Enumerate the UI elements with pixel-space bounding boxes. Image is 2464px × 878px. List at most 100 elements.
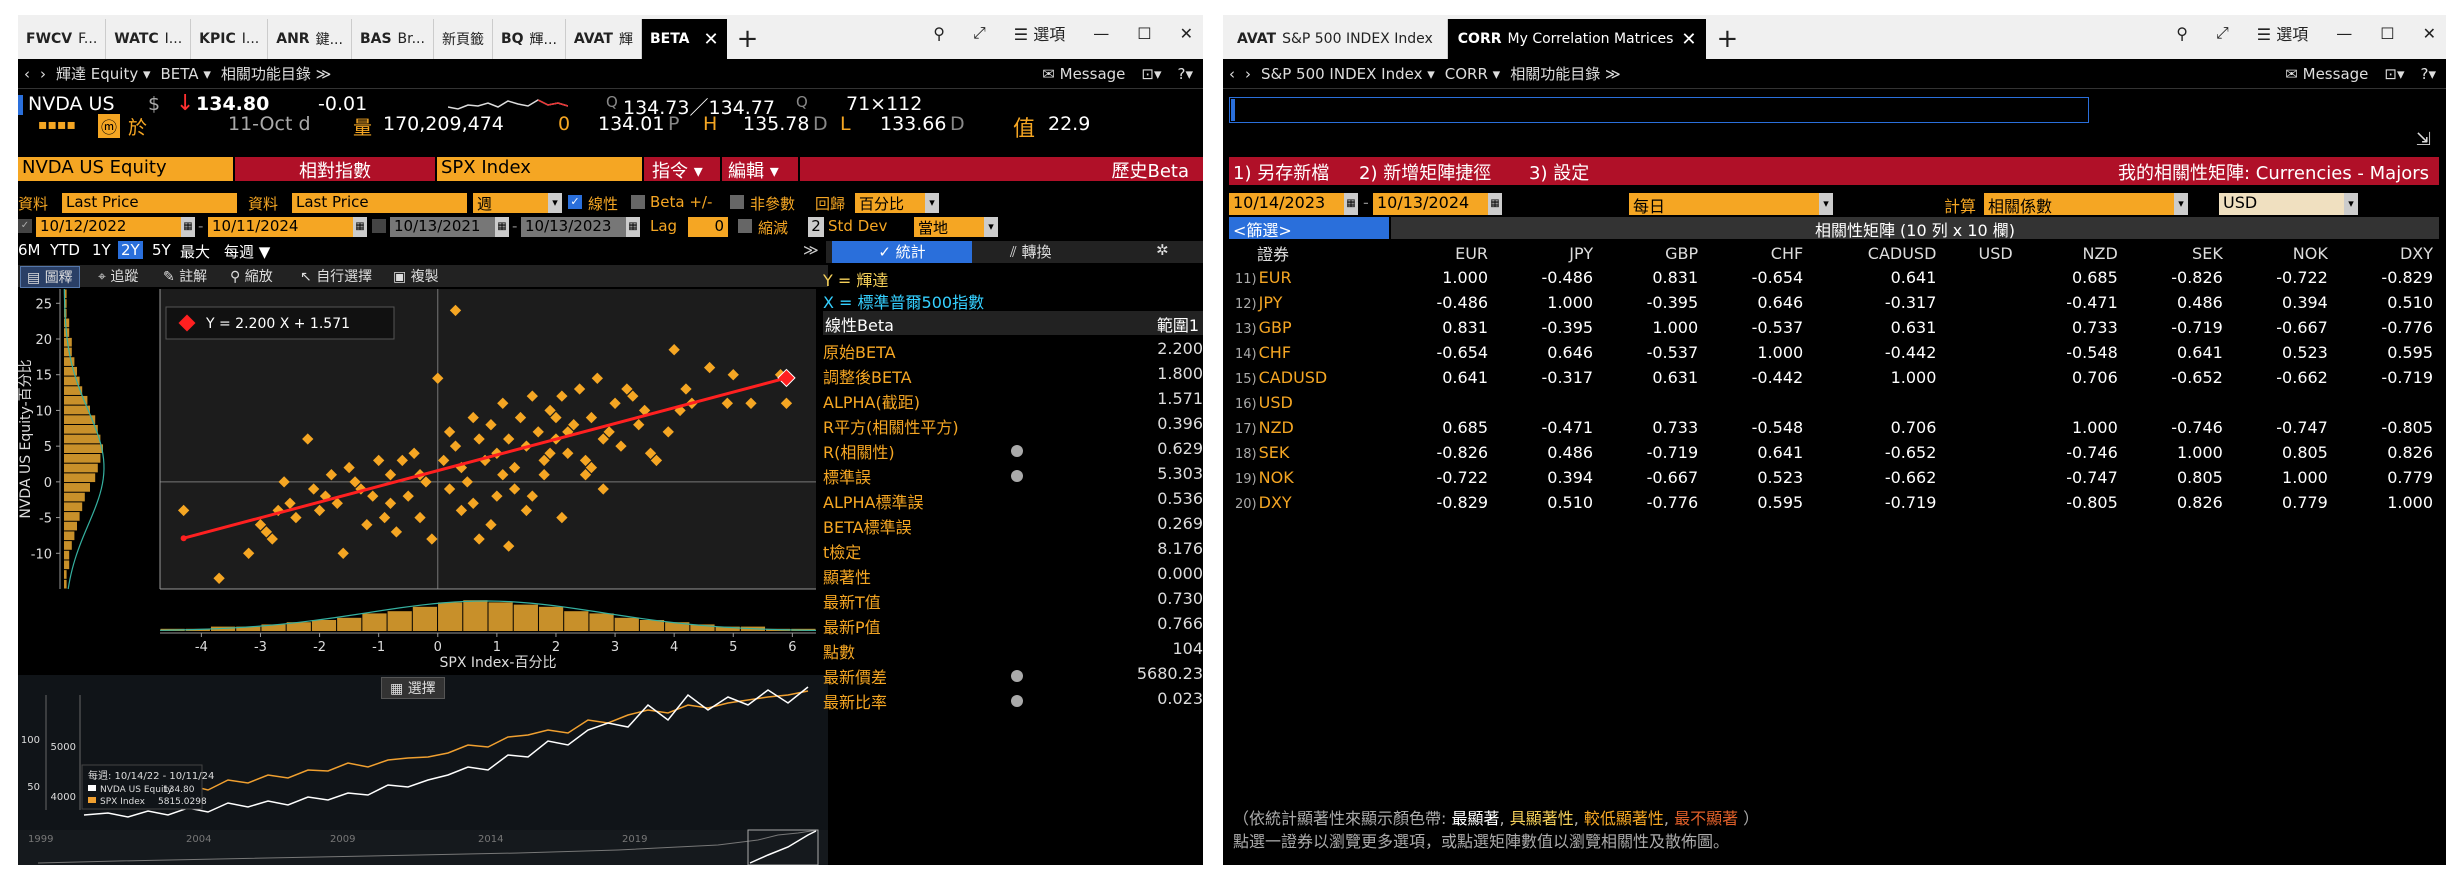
filter-button[interactable]: <篩選> bbox=[1229, 217, 1389, 240]
tab-bq[interactable]: BQ 輝... bbox=[493, 19, 566, 59]
info-icon[interactable] bbox=[1011, 470, 1023, 482]
matrix-cell[interactable] bbox=[2124, 390, 2229, 415]
calendar-icon[interactable]: ▦ bbox=[1344, 193, 1358, 215]
matrix-cell[interactable]: 0.805 bbox=[2282, 443, 2328, 462]
security-dropdown[interactable]: S&P 500 INDEX Index ▾ bbox=[1261, 64, 1435, 83]
close-icon[interactable]: ✕ bbox=[703, 28, 719, 50]
matrix-cell[interactable] bbox=[1599, 390, 1704, 415]
matrix-cell[interactable] bbox=[1942, 290, 2018, 315]
matrix-cell[interactable]: 0.646 bbox=[1547, 343, 1594, 362]
matrix-cell[interactable]: -0.805 bbox=[2066, 493, 2118, 512]
help-icon[interactable]: ?▾ bbox=[1177, 64, 1194, 83]
back-icon[interactable]: ‹ bbox=[24, 64, 30, 83]
matrix-cell[interactable]: -0.537 bbox=[1751, 318, 1804, 337]
matrix-cell[interactable]: -0.826 bbox=[1436, 443, 1489, 462]
calendar-icon[interactable]: ▦ bbox=[495, 217, 509, 237]
function-dropdown[interactable]: CORR ▾ bbox=[1444, 64, 1501, 83]
matrix-cell[interactable]: 0.831 bbox=[1652, 268, 1699, 287]
minimize-icon[interactable]: — bbox=[1093, 23, 1110, 43]
matrix-cell[interactable] bbox=[2334, 390, 2439, 415]
expand-icon[interactable]: ⤢ bbox=[2215, 23, 2229, 42]
matrix-cell[interactable]: 1.000 bbox=[1652, 318, 1699, 337]
row-security[interactable]: 12) JPY bbox=[1235, 293, 1283, 312]
layout-icon[interactable]: ⊡▾ bbox=[1141, 64, 1162, 83]
start-date[interactable]: 10/14/2023 bbox=[1229, 193, 1344, 215]
matrix-cell[interactable]: 1.000 bbox=[1547, 293, 1594, 312]
start-date-2[interactable]: 10/13/2021 bbox=[390, 217, 495, 237]
gear-icon[interactable]: ✲ bbox=[1156, 241, 1169, 259]
column-header[interactable]: CADUSD bbox=[1867, 243, 1937, 263]
column-header[interactable]: DXY bbox=[2399, 243, 2433, 263]
matrix-cell[interactable]: 1.000 bbox=[2177, 443, 2223, 462]
matrix-cell[interactable]: -0.395 bbox=[1541, 318, 1594, 337]
matrix-cell[interactable] bbox=[1942, 340, 2018, 365]
matrix-cell[interactable]: 0.641 bbox=[1442, 368, 1489, 387]
tab-beta[interactable]: BETA ✕ bbox=[641, 19, 727, 59]
matrix-cell[interactable]: -0.395 bbox=[1646, 293, 1699, 312]
tab-fwcv[interactable]: FWCV F... bbox=[18, 19, 107, 59]
matrix-cell[interactable]: 1.000 bbox=[2282, 468, 2328, 487]
matrix-cell[interactable]: 0.641 bbox=[1890, 268, 1937, 287]
matrix-cell[interactable] bbox=[1942, 415, 2018, 440]
row-security[interactable]: 18) SEK bbox=[1235, 443, 1290, 462]
row-security[interactable]: 13) GBP bbox=[1235, 318, 1292, 337]
alert-badge[interactable]: ⓜ bbox=[98, 114, 121, 138]
close-icon[interactable]: ✕ bbox=[1681, 28, 1697, 50]
matrix-cell[interactable] bbox=[1942, 465, 2018, 490]
matrix-cell[interactable]: -0.317 bbox=[1884, 293, 1937, 312]
column-header[interactable]: SEK bbox=[2192, 243, 2223, 263]
help-icon[interactable]: ?▾ bbox=[2420, 64, 2437, 83]
custom-select-tool[interactable]: ↖ 自行選擇 bbox=[300, 269, 373, 285]
select-button[interactable]: ▦ 選擇 bbox=[381, 677, 445, 699]
matrix-cell[interactable]: 0.510 bbox=[1547, 493, 1594, 512]
matrix-cell[interactable]: 1.000 bbox=[1757, 343, 1804, 362]
forward-icon[interactable]: › bbox=[1245, 64, 1251, 83]
matrix-cell[interactable] bbox=[1942, 390, 2018, 415]
annotate-tool[interactable]: ✎ 註解 bbox=[163, 269, 208, 285]
locale-dropdown[interactable]: 當地 bbox=[914, 217, 984, 237]
end-date-1[interactable]: 10/11/2024 bbox=[208, 217, 353, 237]
matrix-cell[interactable]: -0.317 bbox=[1541, 368, 1594, 387]
matrix-cell[interactable]: 0.706 bbox=[2071, 368, 2118, 387]
matrix-cell[interactable]: -0.471 bbox=[2066, 293, 2118, 312]
column-header[interactable]: GBP bbox=[1665, 243, 1699, 263]
matrix-cell[interactable] bbox=[1942, 365, 2018, 390]
range-5y[interactable]: 5Y bbox=[152, 241, 171, 259]
matrix-cell[interactable]: -0.442 bbox=[1751, 368, 1804, 387]
matrix-cell[interactable]: 0.631 bbox=[1652, 368, 1699, 387]
security-field[interactable]: NVDA US Equity bbox=[18, 157, 233, 181]
minimize-icon[interactable]: — bbox=[2336, 23, 2353, 43]
tab-kpic[interactable]: KPIC I... bbox=[191, 19, 269, 59]
info-icon[interactable] bbox=[1011, 445, 1023, 457]
end-date-2[interactable]: 10/13/2023 bbox=[521, 217, 626, 237]
period-dropdown[interactable]: 週 bbox=[473, 193, 548, 213]
matrix-cell[interactable] bbox=[1704, 390, 1809, 415]
tab-new[interactable]: 新頁籤 bbox=[434, 19, 493, 59]
command-input[interactable] bbox=[1229, 97, 2089, 123]
info-icon[interactable] bbox=[1011, 670, 1023, 682]
tab-avat[interactable]: AVAT S&P 500 INDEX Index bbox=[1223, 19, 1448, 59]
tab-anr[interactable]: ANR 鍵... bbox=[268, 19, 352, 59]
matrix-cell[interactable] bbox=[2019, 390, 2124, 415]
matrix-cell[interactable]: 0.394 bbox=[2282, 293, 2328, 312]
forward-icon[interactable]: › bbox=[40, 64, 46, 83]
matrix-cell[interactable]: -0.667 bbox=[1646, 468, 1699, 487]
matrix-cell[interactable]: -0.747 bbox=[2066, 468, 2118, 487]
row-security[interactable]: 19) NOK bbox=[1235, 468, 1294, 487]
row-security[interactable]: 11) EUR bbox=[1235, 268, 1292, 287]
tab-stats[interactable]: ✓ 統計 bbox=[832, 241, 972, 263]
matrix-cell[interactable]: 0.641 bbox=[2177, 343, 2223, 362]
matrix-cell[interactable]: -0.471 bbox=[1541, 418, 1594, 437]
matrix-cell[interactable]: 0.733 bbox=[2071, 318, 2118, 337]
message-button[interactable]: ✉ Message bbox=[1042, 64, 1126, 83]
linear-checkbox[interactable]: ✓ bbox=[568, 195, 582, 209]
nonparam-checkbox[interactable] bbox=[730, 195, 744, 209]
matrix-cell[interactable]: 0.523 bbox=[1757, 468, 1804, 487]
matrix-cell[interactable]: -0.654 bbox=[1751, 268, 1804, 287]
calendar-icon[interactable]: ▦ bbox=[181, 217, 195, 237]
matrix-cell[interactable]: 1.000 bbox=[1442, 268, 1489, 287]
new-matrix-shortcut-button[interactable]: 2) 新增矩陣捷徑 bbox=[1359, 163, 1492, 184]
matrix-cell[interactable] bbox=[1942, 315, 2018, 340]
matrix-cell[interactable]: -0.442 bbox=[1884, 343, 1937, 362]
frequency-dropdown[interactable]: 每日 bbox=[1629, 193, 1819, 216]
